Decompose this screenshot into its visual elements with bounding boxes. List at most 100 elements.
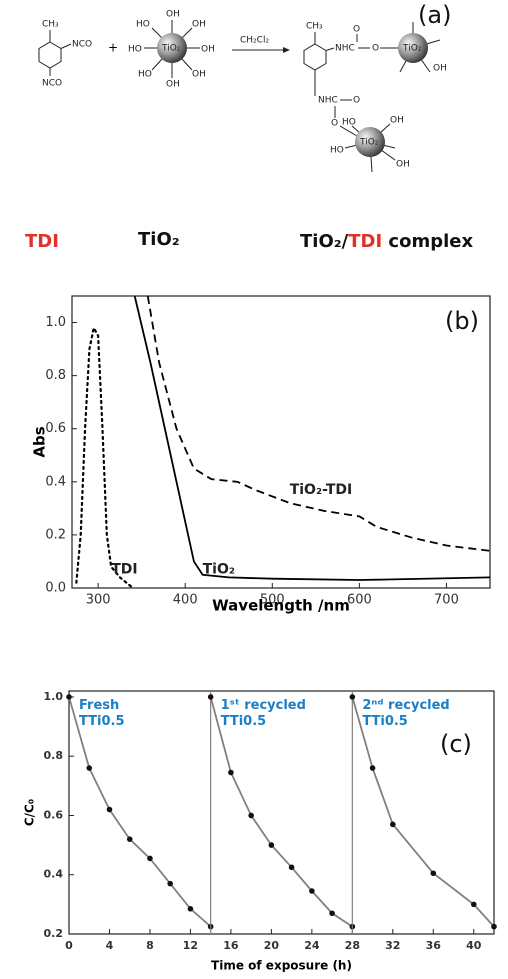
x-tick-label: 20 [264,939,280,952]
y-tick-label: 0.4 [44,868,64,881]
x-tick-label: 24 [304,939,320,952]
data-point [228,769,234,776]
chem-label: HO [330,146,344,156]
y-axis-label: C/C₀ [23,799,37,826]
chem-label: NCO [42,79,62,89]
data-point [66,694,72,700]
x-tick-label: 28 [345,939,360,952]
x-tick-label: 0 [65,939,73,952]
data-point [248,812,254,819]
series-label: 1ˢᵗ recycled TTi0.5 [220,697,306,729]
data-point [329,910,335,917]
data-point [349,694,356,700]
x-tick-label: 400 [173,593,198,608]
chem-label: OH [192,70,206,80]
plus-sign: + [108,41,118,55]
x-tick-label: 4 [106,939,114,952]
series-label: TDI [111,561,137,577]
data-point [268,842,275,848]
data-point [106,806,113,813]
benzene-ring [38,41,62,69]
data-point [187,906,194,912]
chem-label: OH [433,64,447,74]
chem-label: HO [128,45,142,55]
y-axis-label: Abs [31,426,49,457]
x-axis-label: Time of exposure (h) [211,959,352,973]
data-point [369,765,376,771]
chem-label: OH [192,20,206,30]
data-point [430,870,437,877]
plot-frame [68,690,495,935]
y-tick-label: 1.0 [45,315,66,330]
data-point [390,821,396,828]
y-tick-label: 0.8 [45,368,66,383]
y-tick-label: 0.2 [45,527,66,542]
bond [60,43,72,49]
chem-label: O [372,44,379,54]
y-tick-label: 0.6 [44,808,64,821]
panel-label: (a) [418,1,451,29]
tio2-particle [398,33,428,63]
y-tick-label: 0.0 [45,581,66,596]
compound-label: TiO₂ [138,229,180,250]
data-point [491,923,497,930]
series-line [68,696,212,928]
series-label: TiO₂ [203,561,235,577]
chem-label: TiO₂ [402,44,422,54]
benzene-ring [303,43,327,71]
data-point [167,880,173,887]
chem-label: NCO [72,40,92,50]
series-line [133,295,491,581]
compound-label: TDI [25,231,59,252]
series-label: TiO₂-TDI [290,482,353,498]
x-tick-label: 12 [183,939,198,952]
x-tick-label: 16 [223,939,239,952]
x-tick-label: 500 [260,593,285,608]
bond [339,125,358,137]
x-tick-label: 36 [426,939,442,952]
series-label: 2ⁿᵈ recycled TTi0.5 [362,697,450,729]
data-point [147,855,153,862]
data-point [470,901,477,908]
x-tick-label: 700 [434,593,459,608]
label-part: TiO₂/ [300,231,349,252]
chem-label: OH [390,116,404,126]
data-point [309,888,315,894]
panel-label: (b) [445,307,479,335]
panel-label: (c) [440,730,472,758]
chem-label: OH [396,160,410,170]
data-point [288,864,295,871]
bond [325,47,335,51]
y-tick-label: 0.6 [45,421,66,436]
series-label: Fresh TTi0.5 [79,697,125,729]
x-tick-label: 8 [146,939,154,952]
tio2-particle [355,127,385,157]
data-point [126,836,133,842]
arrow-head [283,47,290,53]
chem-label: OH [201,45,215,55]
y-tick-label: 1.0 [44,690,64,703]
solvent-label: CH₂Cl₂ [240,36,269,46]
y-tick-label: 0.2 [44,927,64,940]
chem-label: O [353,96,360,106]
chem-label: OH [166,80,180,90]
chem-label: OH [166,10,180,20]
series-line [75,324,135,590]
series-line [146,295,491,552]
x-axis-label: Wavelength /nm [212,597,350,615]
y-tick-label: 0.8 [44,749,64,762]
label-part: TDI [348,231,382,252]
chem-label: TiO₂ [161,44,181,54]
chem-label: O [353,25,360,35]
tio2-particle [157,33,187,63]
x-tick-label: 600 [347,593,372,608]
chem-label: O [331,119,338,129]
chem-label: CH₃ [42,20,59,30]
chem-label: NHC [335,44,355,54]
x-tick-label: 32 [385,939,400,952]
chem-label: NHC [318,96,338,106]
x-tick-label: 40 [466,939,482,952]
chem-label: HO [342,118,356,128]
